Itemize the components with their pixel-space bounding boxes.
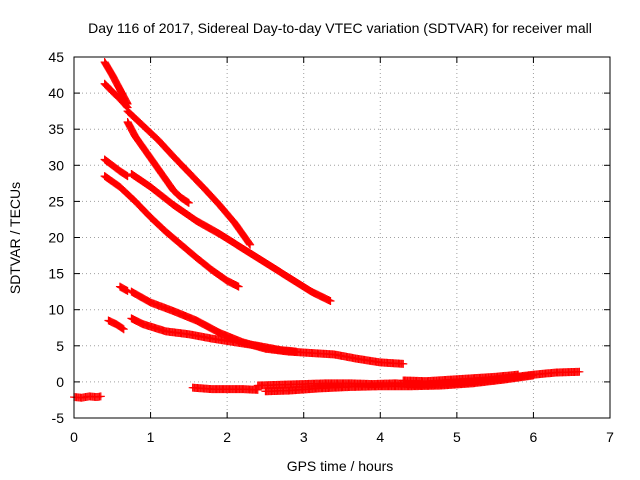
data-point <box>118 324 127 333</box>
series-track-p <box>399 370 523 386</box>
series-track-e <box>123 107 255 249</box>
y-axis-label: SDTVAR / TECUs <box>7 182 23 294</box>
data-point <box>122 101 131 110</box>
y-tick-label: -5 <box>52 410 65 426</box>
x-axis-label: GPS time / hours <box>287 458 394 474</box>
series-track-g <box>127 169 335 306</box>
data-point <box>245 239 254 248</box>
x-tick-label: 5 <box>453 429 461 445</box>
data-point <box>123 286 132 295</box>
data-point <box>234 282 243 291</box>
series-track-j <box>127 287 408 368</box>
x-tick-label: 3 <box>300 429 308 445</box>
x-tick-label: 2 <box>223 429 231 445</box>
data-point <box>119 325 128 334</box>
series-track-m <box>188 383 262 394</box>
data-point <box>117 323 126 332</box>
y-tick-label: 35 <box>48 121 64 137</box>
y-tick-label: 40 <box>48 85 64 101</box>
data-point <box>183 198 192 207</box>
y-tick-label: 20 <box>48 230 64 246</box>
data-point <box>246 240 255 249</box>
x-tick-label: 0 <box>70 429 78 445</box>
y-tick-label: 25 <box>48 193 64 209</box>
data-layer <box>70 58 584 402</box>
series-track-f <box>100 155 132 181</box>
y-tick-label: 45 <box>48 49 64 65</box>
data-point <box>122 171 131 180</box>
x-tick-label: 1 <box>147 429 155 445</box>
series-track-k <box>104 316 128 334</box>
data-point <box>529 371 538 380</box>
x-tick-label: 6 <box>530 429 538 445</box>
grid <box>73 56 611 419</box>
data-point <box>122 102 131 111</box>
series-track-i <box>115 282 132 295</box>
series-track-l <box>127 314 301 356</box>
y-tick-label: 15 <box>48 266 64 282</box>
data-point <box>326 297 335 306</box>
y-tick-label: 0 <box>56 374 64 390</box>
data-point <box>399 359 408 368</box>
y-tick-label: 30 <box>48 157 64 173</box>
series-track-d <box>123 117 193 207</box>
data-point <box>121 170 130 179</box>
data-point <box>96 392 105 401</box>
x-tick-label: 4 <box>376 429 384 445</box>
data-point <box>182 197 191 206</box>
data-point <box>292 347 301 356</box>
data-point <box>122 286 131 295</box>
series-track-h <box>100 172 243 291</box>
data-point <box>514 370 523 379</box>
y-tick-label: 10 <box>48 302 64 318</box>
data-point <box>575 367 584 376</box>
x-tick-label: 7 <box>606 429 614 445</box>
series-track-a <box>70 392 105 402</box>
data-point <box>244 238 253 247</box>
data-point <box>184 198 193 207</box>
chart-title: Day 116 of 2017, Sidereal Day-to-day VTE… <box>88 20 592 36</box>
y-tick-label: 5 <box>56 338 64 354</box>
